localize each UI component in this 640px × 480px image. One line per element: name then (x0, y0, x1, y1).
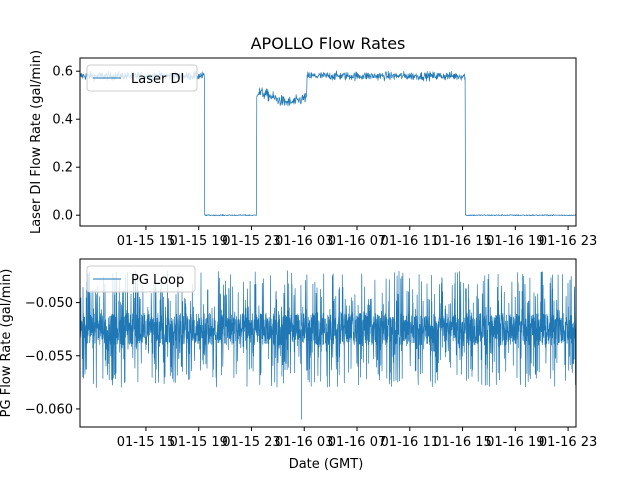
laser-di-x-tick-label: 01-16 15 (433, 234, 491, 249)
pg-loop-x-tick-label: 01-16 07 (328, 435, 386, 450)
pg-loop-x-tick-label: 01-16 19 (486, 435, 544, 450)
x-axis-label: Date (GMT) (289, 457, 364, 472)
pg-loop-x-tick-label: 01-15 15 (117, 435, 175, 450)
pg-loop-y-axis-label: PG Flow Rate (gal/min) (0, 269, 14, 418)
pg-loop-y-tick-label: −0.060 (25, 402, 73, 417)
pg-loop-y-ticks: −0.060 −0.055 −0.050 (25, 296, 80, 417)
pg-loop-x-tick-label: 01-15 23 (222, 435, 280, 450)
laser-di-x-tick-label: 01-16 03 (275, 234, 333, 249)
laser-di-y-tick-label: 0.0 (52, 209, 73, 224)
pg-loop-legend-box (86, 265, 196, 293)
laser-di-y-tick-label: 0.2 (52, 161, 73, 176)
pg-loop-x-tick-label: 01-16 15 (433, 435, 491, 450)
laser-di-y-tick-label: 0.4 (52, 113, 73, 128)
laser-di-x-tick-label: 01-16 19 (486, 234, 544, 249)
laser-di-legend-box (86, 64, 198, 92)
laser-di-x-tick-label: 01-16 07 (328, 234, 386, 249)
laser-di-x-tick-label: 01-16 23 (539, 234, 597, 249)
laser-di-x-tick-label: 01-16 11 (381, 234, 439, 249)
laser-di-x-tick-label: 01-15 19 (169, 234, 227, 249)
pg-loop-x-tick-label: 01-16 03 (275, 435, 333, 450)
laser-di-x-tick-label: 01-15 23 (222, 234, 280, 249)
laser-di-y-axis-label: Laser DI Flow Rate (gal/min) (29, 50, 44, 234)
pg-loop-x-tick-label: 01-16 23 (539, 435, 597, 450)
pg-loop-legend-label: PG Loop (131, 273, 184, 288)
laser-di-y-ticks: 0.0 0.2 0.4 0.6 (52, 65, 80, 224)
laser-di-y-tick-label: 0.6 (52, 65, 73, 80)
pg-loop-x-tick-label: 01-15 19 (169, 435, 227, 450)
laser-di-axes-frame (79, 57, 577, 227)
pg-loop-x-tick-label: 01-16 11 (381, 435, 439, 450)
pg-loop-axes-frame (79, 258, 577, 428)
pg-loop-y-tick-label: −0.050 (25, 296, 73, 311)
pg-loop-y-tick-label: −0.055 (25, 349, 73, 364)
pg-loop-legend: PG Loop (86, 265, 196, 293)
laser-di-legend: Laser DI (86, 64, 198, 92)
laser-di-legend-label: Laser DI (131, 72, 184, 87)
laser-di-x-tick-label: 01-15 15 (117, 234, 175, 249)
chart-title: APOLLO Flow Rates (251, 34, 406, 53)
